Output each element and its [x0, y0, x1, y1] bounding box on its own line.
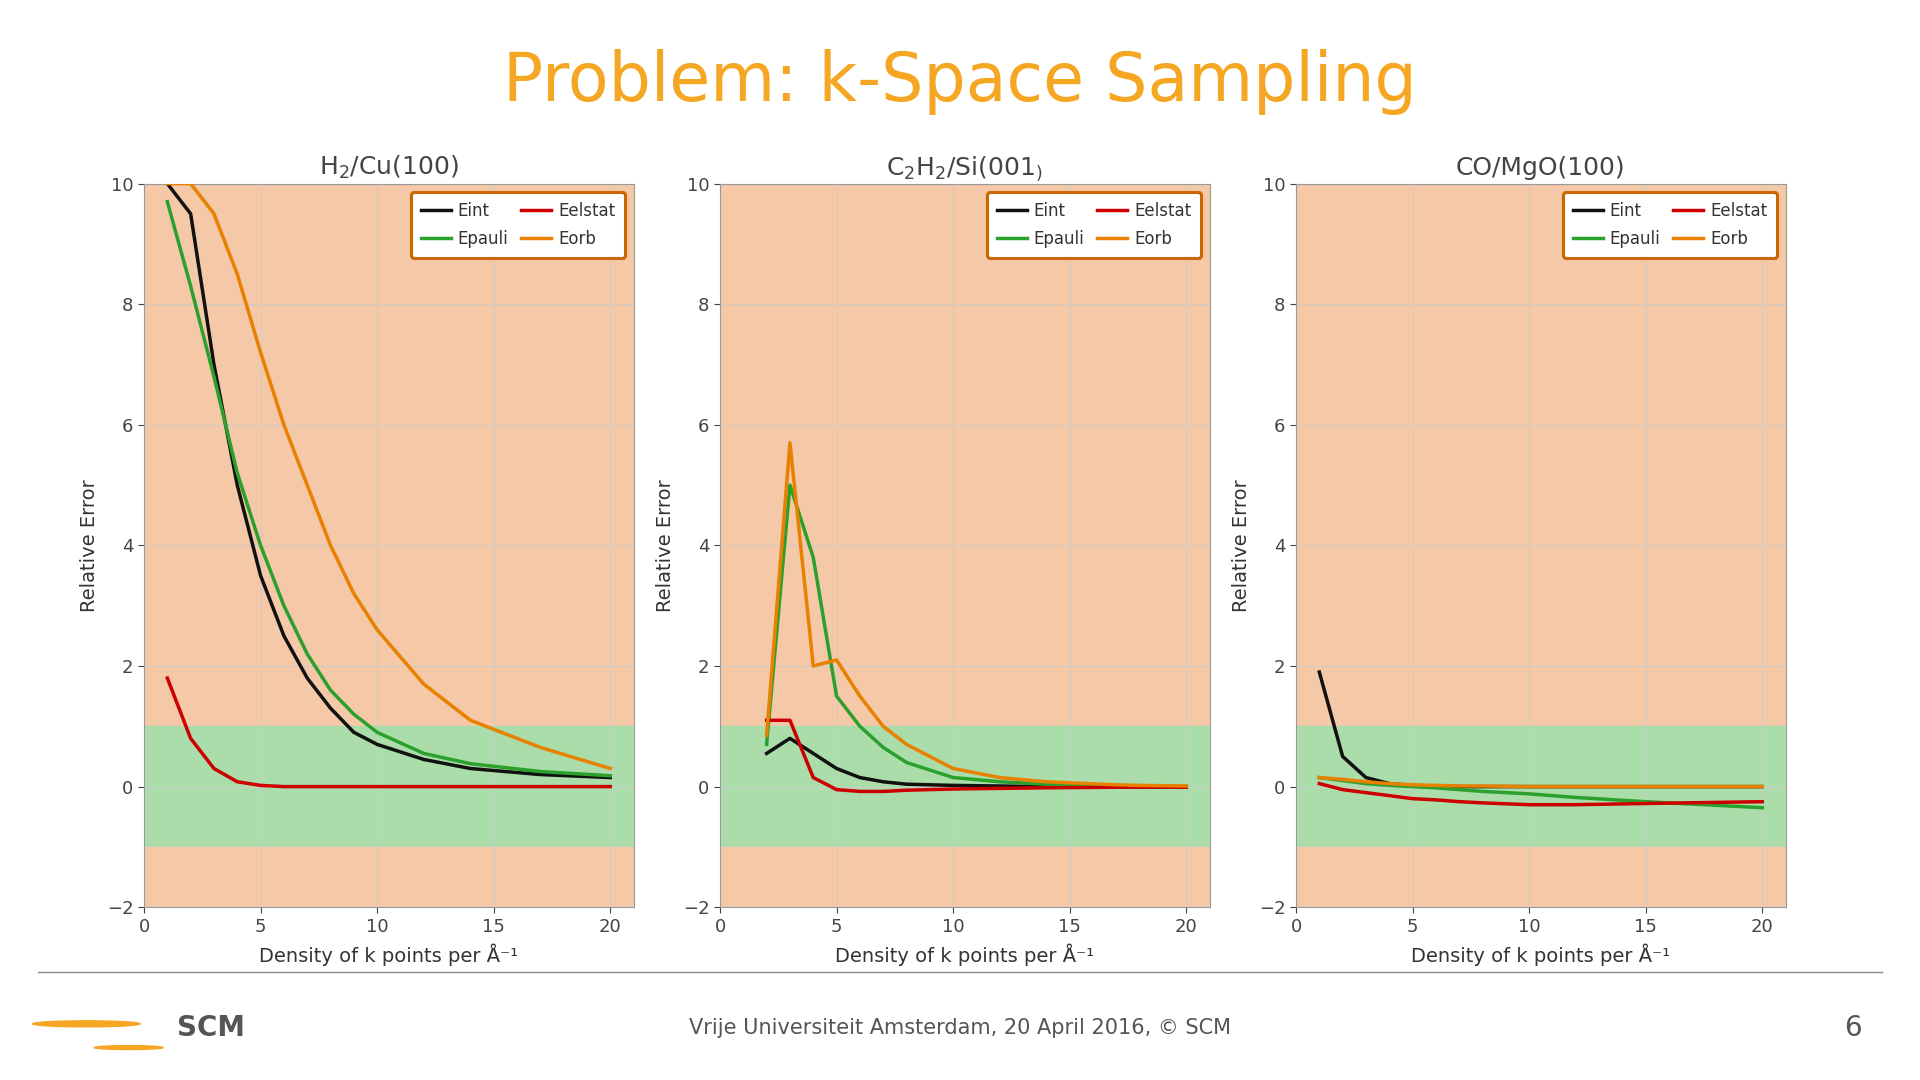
Bar: [720, 184, 1210, 726]
Legend: Eint, Epauli, Eelstat, Eorb: Eint, Epauli, Eelstat, Eorb: [1563, 192, 1778, 258]
Text: 6: 6: [1843, 1014, 1862, 1042]
Circle shape: [94, 1045, 163, 1050]
Title: CO/MgO(100): CO/MgO(100): [1455, 157, 1626, 180]
Bar: [1296, 184, 1786, 726]
Y-axis label: Relative Error: Relative Error: [1231, 480, 1250, 611]
Y-axis label: Relative Error: Relative Error: [79, 480, 98, 611]
X-axis label: Density of k points per Å⁻¹: Density of k points per Å⁻¹: [259, 944, 518, 967]
Legend: Eint, Epauli, Eelstat, Eorb: Eint, Epauli, Eelstat, Eorb: [987, 192, 1202, 258]
Bar: [144, 184, 634, 726]
Bar: [144, 726, 634, 847]
Bar: [1296, 847, 1786, 907]
Legend: Eint, Epauli, Eelstat, Eorb: Eint, Epauli, Eelstat, Eorb: [411, 192, 626, 258]
Bar: [720, 726, 1210, 847]
Title: C$_2$H$_2$/Si(001$_)$: C$_2$H$_2$/Si(001$_)$: [887, 156, 1043, 184]
Text: SCM: SCM: [177, 1014, 244, 1042]
Y-axis label: Relative Error: Relative Error: [655, 480, 674, 611]
Bar: [1296, 726, 1786, 847]
X-axis label: Density of k points per Å⁻¹: Density of k points per Å⁻¹: [1411, 944, 1670, 967]
Circle shape: [33, 1021, 140, 1027]
Bar: [720, 847, 1210, 907]
Text: Problem: k-Space Sampling: Problem: k-Space Sampling: [503, 49, 1417, 114]
Text: Vrije Universiteit Amsterdam, 20 April 2016, © SCM: Vrije Universiteit Amsterdam, 20 April 2…: [689, 1018, 1231, 1038]
Bar: [144, 847, 634, 907]
Title: H$_2$/Cu(100): H$_2$/Cu(100): [319, 154, 459, 181]
X-axis label: Density of k points per Å⁻¹: Density of k points per Å⁻¹: [835, 944, 1094, 967]
